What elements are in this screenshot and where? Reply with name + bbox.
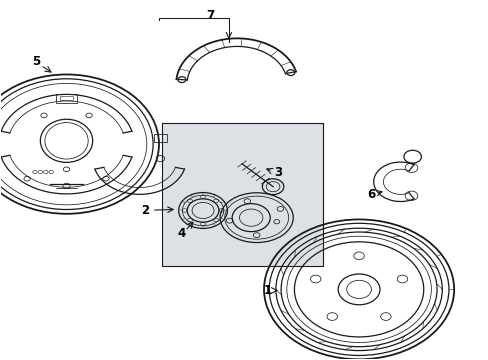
Text: 5: 5 (32, 55, 41, 68)
Bar (153, 134, 166, 141)
Text: 4: 4 (177, 227, 185, 240)
Text: 6: 6 (366, 188, 375, 201)
Bar (161, 123, 322, 266)
Text: 2: 2 (141, 204, 149, 217)
Text: 7: 7 (206, 9, 214, 22)
Bar (56, 94, 77, 103)
Text: 3: 3 (274, 166, 282, 179)
Bar (60, 96, 73, 100)
Text: 1: 1 (264, 284, 271, 297)
